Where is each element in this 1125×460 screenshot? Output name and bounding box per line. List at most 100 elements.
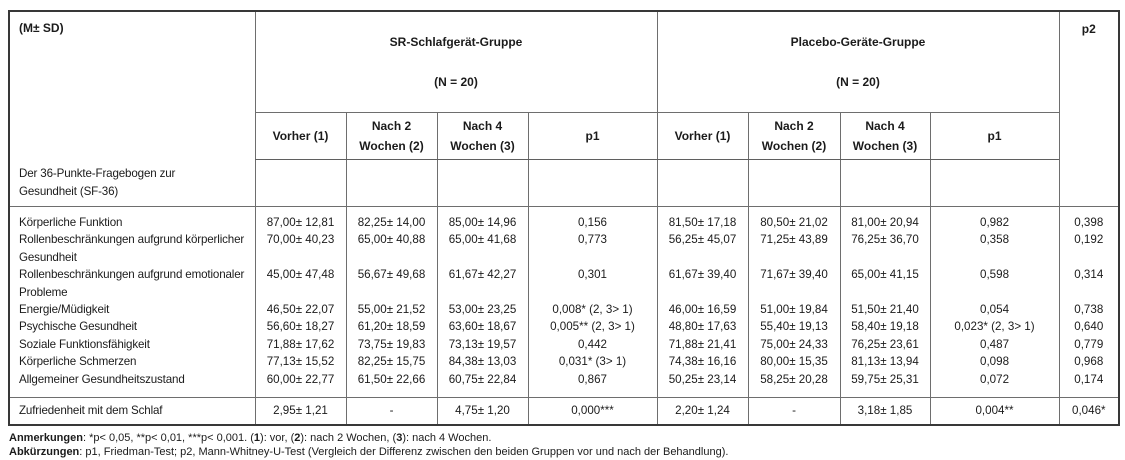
subheader-placebo-1: Vorher (1) bbox=[656, 112, 748, 160]
item-row-6-label: Soziale Funktionsfähigkeit bbox=[8, 335, 255, 354]
item-row-6-value-4: 0,442 bbox=[527, 335, 657, 354]
sleep-row: Zufriedenheit mit dem Schlaf 2,95± 1,21-4… bbox=[8, 397, 1120, 425]
item-row-2-value-1: 70,00± 40,23 bbox=[254, 231, 346, 267]
section-row-sf36-value-5 bbox=[656, 159, 748, 207]
item-row-2-value-7: 76,25± 36,70 bbox=[839, 231, 930, 267]
section-row-sf36-value-3 bbox=[436, 159, 528, 207]
item-row-6-value-3: 73,13± 19,57 bbox=[436, 335, 528, 354]
item-row-1-value-5: 81,50± 17,18 bbox=[656, 206, 748, 232]
section-row-sf36-label: Der 36-Punkte-Fragebogen zur Gesundheit … bbox=[8, 159, 255, 207]
item-row-1-value-2: 82,25± 14,00 bbox=[345, 206, 437, 232]
item-row-2-value-4: 0,773 bbox=[527, 231, 657, 267]
item-row-8-value-9: 0,174 bbox=[1058, 370, 1120, 398]
item-row-8-value-6: 58,25± 20,28 bbox=[747, 370, 840, 398]
item-row-3-value-7: 65,00± 41,15 bbox=[839, 266, 930, 302]
item-row-4-value-8: 0,054 bbox=[929, 301, 1060, 319]
sleep-row-value-4: 0,000*** bbox=[527, 397, 657, 425]
results-table: (M± SD) SR-Schlafgerät-Gruppe (N = 20) P… bbox=[8, 10, 1121, 426]
section-row-sf36: Der 36-Punkte-Fragebogen zur Gesundheit … bbox=[8, 159, 1120, 207]
item-row-8-value-5: 50,25± 23,14 bbox=[656, 370, 748, 398]
item-row-2-value-2: 65,00± 40,88 bbox=[345, 231, 437, 267]
section-row-sf36-value-1 bbox=[254, 159, 346, 207]
sleep-row-value-2: - bbox=[345, 397, 437, 425]
subheader-placebo-4: p1 bbox=[929, 112, 1060, 160]
sleep-row-value-7: 3,18± 1,85 bbox=[839, 397, 930, 425]
item-row-8-value-1: 60,00± 22,77 bbox=[254, 370, 346, 398]
item-row-5-label: Psychische Gesundheit bbox=[8, 318, 255, 336]
item-row-5-value-7: 58,40± 19,18 bbox=[839, 318, 930, 336]
item-row-8-label: Allgemeiner Gesundheitszustand bbox=[8, 370, 255, 398]
group-sr-name: SR-Schlafgerät-Gruppe bbox=[389, 35, 523, 49]
item-row-3-value-9: 0,314 bbox=[1058, 266, 1120, 302]
item-row-7-value-3: 84,38± 13,03 bbox=[436, 353, 528, 371]
item-row-6-value-5: 71,88± 21,41 bbox=[656, 335, 748, 354]
item-row-6-value-7: 76,25± 23,61 bbox=[839, 335, 930, 354]
footnote-text-segment: ): vor, ( bbox=[260, 431, 295, 444]
item-row-8: Allgemeiner Gesundheitszustand 60,00± 22,… bbox=[8, 370, 1120, 398]
item-row-5: Psychische Gesundheit 56,60± 18,27 61,20± … bbox=[8, 318, 1120, 336]
item-row-7: Körperliche Schmerzen 77,13± 15,52 82,25± … bbox=[8, 353, 1120, 371]
item-row-6-value-8: 0,487 bbox=[929, 335, 1060, 354]
item-row-2-value-3: 65,00± 41,68 bbox=[436, 231, 528, 267]
footnote-text-segment: : p1, Friedman-Test; p2, Mann-Whitney-U-… bbox=[79, 446, 729, 459]
item-row-8-value-7: 59,75± 25,31 bbox=[839, 370, 930, 398]
group-header-sr: SR-Schlafgerät-Gruppe (N = 20) bbox=[254, 11, 657, 113]
item-row-3-value-2: 56,67± 49,68 bbox=[345, 266, 437, 302]
item-row-2: Rollenbeschränkungen aufgrund körperlich… bbox=[8, 231, 1120, 267]
item-row-6-value-9: 0,779 bbox=[1058, 335, 1120, 354]
footnote-text-segment: : *p< 0,05, **p< 0,01, ***p< 0,001. ( bbox=[82, 431, 254, 444]
item-row-2-value-6: 71,25± 43,89 bbox=[747, 231, 840, 267]
group-placebo-n: (N = 20) bbox=[836, 75, 880, 89]
sleep-row-value-9: 0,046* bbox=[1058, 397, 1120, 425]
item-row-7-value-6: 80,00± 15,35 bbox=[747, 353, 840, 371]
item-row-3-value-6: 71,67± 39,40 bbox=[747, 266, 840, 302]
sleep-row-value-6: - bbox=[747, 397, 840, 425]
subheader-sr-2: Nach 2 Wochen (2) bbox=[345, 112, 437, 160]
item-row-7-label: Körperliche Schmerzen bbox=[8, 353, 255, 371]
item-row-6-value-1: 71,88± 17,62 bbox=[254, 335, 346, 354]
item-row-5-value-8: 0,023* (2, 3> 1) bbox=[929, 318, 1060, 336]
item-row-5-value-9: 0,640 bbox=[1058, 318, 1120, 336]
footnote-bold-segment: Abkürzungen bbox=[9, 446, 80, 459]
item-row-3-value-3: 61,67± 42,27 bbox=[436, 266, 528, 302]
item-row-5-value-3: 63,60± 18,67 bbox=[436, 318, 528, 336]
item-row-1: Körperliche Funktion 87,00± 12,81 82,25± 1… bbox=[8, 206, 1120, 232]
item-row-6-value-2: 73,75± 19,83 bbox=[345, 335, 437, 354]
item-row-8-value-3: 60,75± 22,84 bbox=[436, 370, 528, 398]
item-row-5-value-2: 61,20± 18,59 bbox=[345, 318, 437, 336]
item-row-8-value-4: 0,867 bbox=[527, 370, 657, 398]
item-row-4-value-7: 51,50± 21,40 bbox=[839, 301, 930, 319]
table-header: (M± SD) SR-Schlafgerät-Gruppe (N = 20) P… bbox=[8, 11, 1120, 160]
footnote-bold-segment: Anmerkungen bbox=[9, 431, 83, 444]
item-row-1-value-6: 80,50± 21,02 bbox=[747, 206, 840, 232]
subheader-sr-3: Nach 4 Wochen (3) bbox=[436, 112, 528, 160]
footnote-text-segment: ): nach 4 Wochen. bbox=[402, 431, 492, 444]
subheader-sr-4: p1 bbox=[527, 112, 657, 160]
item-row-1-value-4: 0,156 bbox=[527, 206, 657, 232]
item-row-8-value-2: 61,50± 22,66 bbox=[345, 370, 437, 398]
item-row-3-label: Rollenbeschränkungen aufgrund emotionale… bbox=[8, 266, 255, 302]
sleep-row-value-8: 0,004** bbox=[929, 397, 1060, 425]
subheader-placebo-3: Nach 4 Wochen (3) bbox=[839, 112, 930, 160]
corner-label: (M± SD) bbox=[8, 11, 255, 160]
section-row-sf36-value-9 bbox=[1058, 159, 1120, 207]
item-row-5-value-1: 56,60± 18,27 bbox=[254, 318, 346, 336]
item-row-7-value-2: 82,25± 15,75 bbox=[345, 353, 437, 371]
item-row-7-value-7: 81,13± 13,94 bbox=[839, 353, 930, 371]
item-row-4-value-2: 55,00± 21,52 bbox=[345, 301, 437, 319]
item-row-2-value-5: 56,25± 45,07 bbox=[656, 231, 748, 267]
header-row-groups: (M± SD) SR-Schlafgerät-Gruppe (N = 20) P… bbox=[8, 11, 1120, 160]
item-row-7-value-4: 0,031* (3> 1) bbox=[527, 353, 657, 371]
sleep-row-value-3: 4,75± 1,20 bbox=[436, 397, 528, 425]
item-row-7-value-8: 0,098 bbox=[929, 353, 1060, 371]
section-row-sf36-value-7 bbox=[839, 159, 930, 207]
item-row-3: Rollenbeschränkungen aufgrund emotionale… bbox=[8, 266, 1120, 302]
item-row-7-value-9: 0,968 bbox=[1058, 353, 1120, 371]
item-row-1-value-3: 85,00± 14,96 bbox=[436, 206, 528, 232]
group-header-placebo: Placebo-Geräte-Gruppe (N = 20) bbox=[656, 11, 1060, 113]
subheader-sr-1: Vorher (1) bbox=[254, 112, 346, 160]
sleep-row-label: Zufriedenheit mit dem Schlaf bbox=[8, 397, 255, 425]
item-row-1-value-9: 0,398 bbox=[1058, 206, 1120, 232]
table-body: Der 36-Punkte-Fragebogen zur Gesundheit … bbox=[8, 159, 1120, 425]
section-row-sf36-value-2 bbox=[345, 159, 437, 207]
